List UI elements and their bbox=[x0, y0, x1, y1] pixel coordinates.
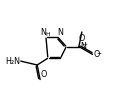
Text: N: N bbox=[40, 28, 46, 36]
Text: +: + bbox=[82, 42, 87, 47]
Text: O: O bbox=[41, 70, 47, 79]
Text: H: H bbox=[46, 32, 50, 38]
Text: O: O bbox=[94, 50, 100, 59]
Text: O: O bbox=[79, 34, 85, 43]
Text: H₂N: H₂N bbox=[5, 57, 20, 66]
Text: N: N bbox=[80, 42, 86, 51]
Text: −: − bbox=[96, 50, 101, 55]
Text: N: N bbox=[57, 28, 63, 36]
